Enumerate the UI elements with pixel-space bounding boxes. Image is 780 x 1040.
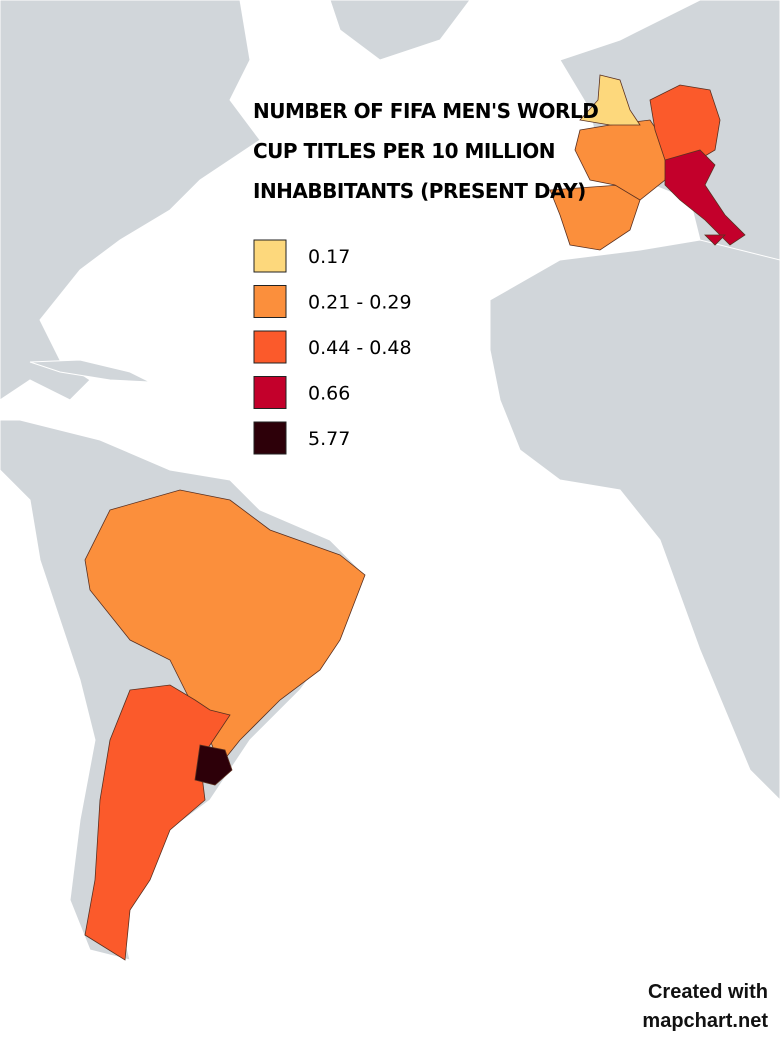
title-line: INHABBITANTS (PRESENT DAY) bbox=[253, 179, 586, 203]
italy bbox=[664, 149, 746, 246]
greenland bbox=[329, 0, 471, 61]
north-america bbox=[0, 0, 261, 401]
legend-swatch bbox=[253, 285, 287, 318]
africa bbox=[489, 239, 780, 801]
legend-label: 0.17 bbox=[308, 246, 350, 268]
brazil bbox=[84, 489, 366, 766]
credit-line: mapchart.net bbox=[642, 1010, 768, 1032]
england bbox=[579, 74, 641, 126]
sicily bbox=[704, 234, 726, 246]
uruguay bbox=[194, 744, 233, 786]
credit: Created with mapchart.net bbox=[642, 981, 768, 1032]
legend-label: 0.21 - 0.29 bbox=[308, 292, 412, 314]
germany bbox=[649, 84, 721, 166]
title-line: NUMBER OF FIFA MEN'S WORLD bbox=[253, 99, 598, 123]
legend-swatch bbox=[253, 421, 287, 455]
legend-label: 5.77 bbox=[308, 428, 350, 450]
title-line: CUP TITLES PER 10 MILLION bbox=[253, 139, 555, 163]
argentina bbox=[84, 684, 231, 961]
legend-swatch bbox=[253, 330, 287, 364]
credit-line: Created with bbox=[648, 981, 768, 1003]
legend: 0.17 0.21 - 0.29 0.44 - 0.48 0.66 5.77 bbox=[253, 239, 412, 455]
legend-label: 0.66 bbox=[308, 383, 350, 405]
legend-swatch bbox=[253, 376, 287, 409]
title: NUMBER OF FIFA MEN'S WORLD CUP TITLES PER… bbox=[253, 99, 599, 203]
legend-swatch bbox=[253, 239, 287, 273]
cuba bbox=[29, 359, 151, 383]
legend-label: 0.44 - 0.48 bbox=[308, 337, 412, 359]
